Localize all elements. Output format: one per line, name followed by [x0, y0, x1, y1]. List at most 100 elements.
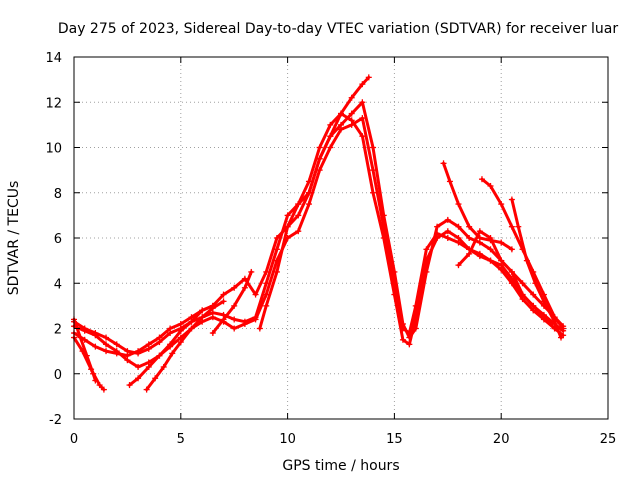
- x-tick-label: 10: [279, 432, 296, 447]
- data-point: [498, 257, 505, 264]
- data-point: [327, 121, 334, 128]
- data-series: [71, 110, 567, 357]
- data-point: [145, 363, 152, 370]
- data-point: [81, 327, 88, 334]
- data-point: [103, 341, 110, 348]
- data-point: [241, 275, 248, 282]
- data-point: [135, 363, 142, 370]
- x-axis-title: GPS time / hours: [282, 458, 399, 474]
- data-point: [532, 280, 539, 287]
- series-trace: [510, 198, 563, 340]
- data-point: [370, 167, 377, 174]
- data-point: [560, 325, 567, 332]
- data-point: [273, 246, 280, 253]
- data-point: [113, 348, 120, 355]
- data-point: [103, 334, 110, 341]
- data-point: [370, 189, 377, 196]
- data-point: [284, 212, 291, 219]
- x-tick-label: 15: [386, 432, 403, 447]
- data-point: [295, 212, 302, 219]
- y-tick-label: 12: [45, 96, 62, 111]
- data-point: [209, 330, 216, 337]
- data-point: [519, 291, 526, 298]
- y-tick-label: 14: [45, 51, 62, 66]
- data-point: [359, 115, 366, 122]
- data-point: [231, 325, 238, 332]
- y-tick-label: 4: [54, 277, 62, 292]
- data-point: [412, 325, 419, 332]
- data-point: [295, 228, 302, 235]
- data-point: [476, 253, 483, 260]
- data-point: [455, 262, 462, 269]
- data-point: [241, 320, 248, 327]
- data-point: [248, 268, 255, 275]
- data-point: [348, 94, 355, 101]
- data-point: [540, 298, 547, 305]
- data-point: [241, 284, 248, 291]
- data-point: [92, 377, 99, 384]
- data-point: [177, 339, 184, 346]
- data-point: [487, 235, 494, 241]
- data-point: [434, 223, 441, 230]
- series-trace: [72, 100, 565, 358]
- data-point: [263, 268, 270, 275]
- y-tick-label: 0: [54, 368, 62, 383]
- data-point: [508, 280, 515, 287]
- data-point: [391, 280, 398, 287]
- data-series: [478, 176, 567, 332]
- data-point: [466, 223, 473, 230]
- data-point: [523, 257, 530, 264]
- y-tick-label: 2: [54, 323, 62, 338]
- series-trace: [72, 112, 565, 355]
- data-point: [434, 230, 441, 237]
- data-point: [348, 121, 355, 128]
- data-point: [263, 302, 270, 309]
- data-series: [256, 74, 372, 332]
- data-series: [71, 316, 99, 384]
- data-point: [295, 201, 302, 208]
- data-point: [188, 325, 195, 332]
- data-point: [316, 155, 323, 162]
- x-tick-label: 0: [70, 432, 78, 447]
- x-tick-label: 25: [600, 432, 617, 447]
- data-point: [96, 382, 103, 389]
- data-point: [423, 246, 430, 253]
- data-point: [124, 357, 131, 364]
- series-trace: [258, 75, 371, 330]
- data-point: [530, 302, 537, 309]
- data-point: [135, 375, 142, 382]
- data-point: [444, 228, 451, 235]
- data-point: [327, 144, 334, 151]
- data-point: [423, 268, 430, 275]
- data-point: [540, 314, 547, 321]
- data-point: [370, 144, 377, 151]
- data-point: [231, 302, 238, 309]
- data-point: [100, 386, 107, 393]
- data-point: [103, 348, 110, 355]
- data-point: [359, 133, 366, 140]
- data-point: [160, 363, 167, 370]
- data-point: [487, 257, 494, 264]
- data-point: [440, 160, 447, 167]
- data-point: [399, 336, 406, 343]
- chart-title: Day 275 of 2023, Sidereal Day-to-day VTE…: [58, 21, 619, 37]
- data-point: [498, 201, 505, 208]
- data-point: [498, 239, 505, 246]
- data-point: [231, 316, 238, 323]
- data-point: [551, 318, 558, 325]
- data-point: [83, 352, 90, 359]
- data-point: [188, 318, 195, 325]
- data-point: [406, 330, 413, 337]
- data-point: [508, 246, 515, 253]
- data-point: [177, 327, 184, 334]
- data-point: [77, 334, 84, 341]
- x-tick-label: 5: [177, 432, 185, 447]
- data-point: [444, 216, 451, 223]
- data-point: [284, 223, 291, 230]
- data-series: [209, 268, 255, 337]
- data-point: [305, 189, 312, 196]
- data-point: [399, 325, 406, 332]
- data-point: [167, 325, 174, 332]
- data-point: [199, 307, 206, 314]
